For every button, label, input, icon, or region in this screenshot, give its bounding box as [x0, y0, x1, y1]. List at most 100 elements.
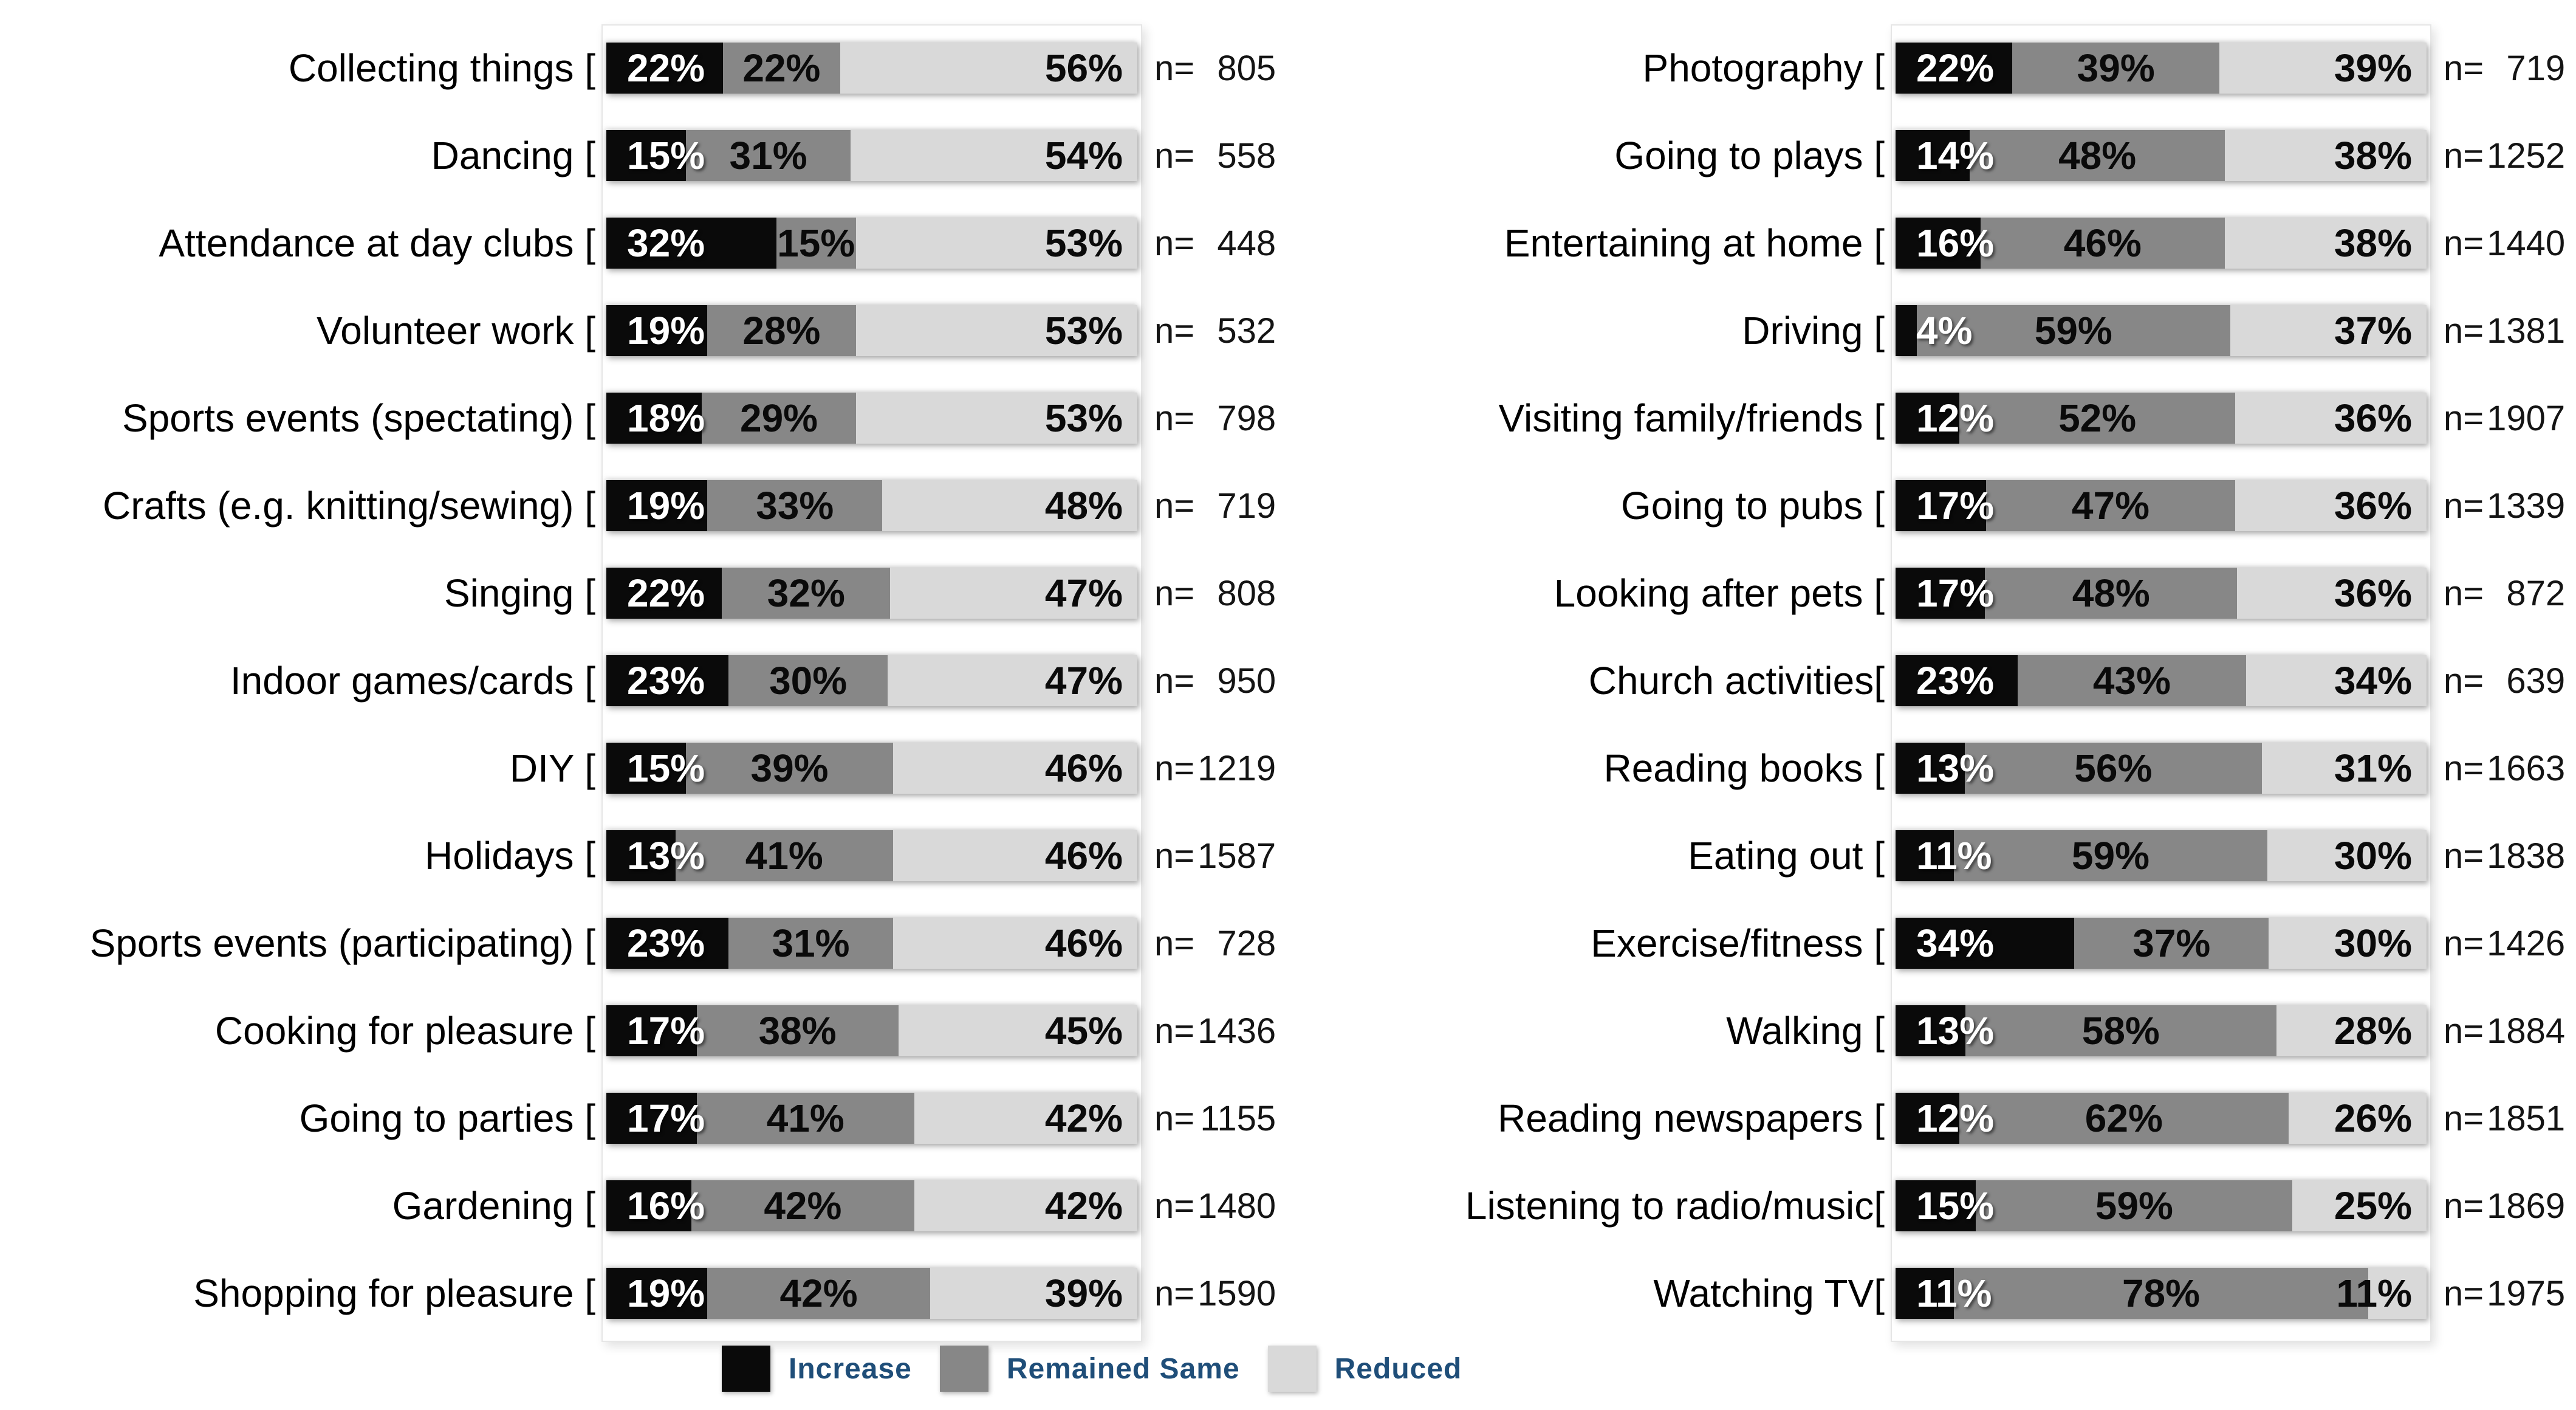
activity-label: Listening to radio/music[ — [1465, 1184, 1885, 1228]
remained-same-value-label: 39% — [2077, 46, 2155, 90]
increase-value-label: 15% — [1916, 1184, 1995, 1228]
remained-same-value-label: 41% — [766, 1096, 844, 1140]
stacked-bar: 19% 42% 39% — [606, 1268, 1137, 1319]
sample-size: n= 1252 — [2431, 112, 2565, 199]
activity-label: Cooking for pleasure [ — [214, 1009, 595, 1053]
reduced-value-label: 30% — [2334, 834, 2412, 878]
reduced-segment: 53% — [855, 218, 1137, 269]
increase-segment: 23% — [1896, 655, 2018, 706]
bar-track: 22% 22% 56% — [601, 24, 1142, 112]
increase-value-label: 17% — [1916, 571, 1995, 615]
remained-same-segment: 39% — [2012, 43, 2220, 94]
reduced-value-label: 36% — [2334, 484, 2412, 528]
increase-value-label: 13% — [627, 834, 705, 878]
sample-size-value: 808 — [1217, 573, 1276, 613]
activity-label: Sports events (participating) [ — [89, 921, 595, 965]
reduced-value-label: 53% — [1044, 396, 1123, 440]
sample-size-prefix: n= — [2444, 398, 2484, 438]
sample-size: n= 1440 — [2431, 199, 2565, 287]
reduced-value-label: 28% — [2334, 1009, 2412, 1053]
sample-size: n= 1155 — [1142, 1075, 1276, 1162]
sample-size-value: 950 — [1217, 661, 1276, 701]
sample-size-value: 1480 — [1197, 1186, 1276, 1226]
sample-size-prefix: n= — [1154, 223, 1195, 263]
stacked-bar: 22% 22% 56% — [606, 43, 1137, 94]
reduced-segment: 36% — [2235, 480, 2427, 531]
chart-row: Visiting family/friends [12% 52% 36% n= 1907 — [1288, 374, 2576, 462]
increase-segment: 16% — [1896, 218, 1994, 269]
increase-segment: 19% — [606, 1268, 708, 1319]
bar-track: 19% 28% 53% — [601, 287, 1142, 374]
increase-segment: 22% — [606, 43, 724, 94]
bar-track: 15% 39% 46% — [601, 724, 1142, 812]
remained-same-segment: 42% — [707, 1268, 931, 1319]
reduced-value-label: 53% — [1044, 309, 1123, 352]
bar-track: 34% 37% 30% — [1891, 899, 2431, 987]
increase-segment: 11% — [1896, 1268, 1992, 1319]
remained-same-value-label: 31% — [772, 921, 850, 965]
activity-label: Driving [ — [1742, 309, 1885, 352]
stacked-bar: 23% 31% 46% — [606, 918, 1137, 969]
bar-track: 19% 42% 39% — [601, 1250, 1142, 1337]
chart-row: Going to plays [14% 48% 38% n= 1252 — [1288, 112, 2576, 199]
remained-same-value-label: 38% — [758, 1009, 837, 1053]
remained-same-segment: 48% — [1970, 130, 2225, 181]
chart-row: Holidays [13% 41% 46% n= 1587 — [0, 812, 1288, 899]
increase-value-label: 11% — [1916, 834, 1992, 878]
stacked-bar: 16% 42% 42% — [606, 1180, 1137, 1231]
reduced-segment: 37% — [2230, 305, 2427, 356]
remained-same-segment: 41% — [675, 830, 893, 881]
sample-size-value: 1869 — [2487, 1186, 2566, 1226]
increase-swatch — [722, 1346, 770, 1392]
increase-value-label: 34% — [1916, 921, 1995, 965]
reduced-value-label: 47% — [1044, 659, 1123, 703]
reduced-segment: 54% — [851, 130, 1137, 181]
stacked-bar: 17% 38% 45% — [606, 1005, 1137, 1056]
increase-segment: 17% — [1896, 480, 1994, 531]
stacked-bar: 12% 52% 36% — [1896, 393, 2427, 444]
activity-label: Eating out [ — [1688, 834, 1885, 878]
chart-row: Sports events (spectating) [18% 29% 53% n= 7… — [0, 374, 1288, 462]
remained-same-segment: 62% — [1959, 1093, 2289, 1144]
chart-row: Photography [22% 39% 39% n= 719 — [1288, 24, 2576, 112]
increase-segment: 19% — [606, 480, 708, 531]
reduced-swatch — [1267, 1346, 1317, 1392]
remained-same-segment: 42% — [691, 1180, 914, 1231]
reduced-value-label: 36% — [2334, 571, 2412, 615]
increase-value-label: 12% — [1916, 396, 1995, 440]
sample-size-value: 448 — [1217, 223, 1276, 263]
chart-row: Indoor games/cards [23% 30% 47% n= 950 — [0, 637, 1288, 724]
sample-size-value: 1975 — [2487, 1273, 2566, 1313]
bar-track: 19% 33% 48% — [601, 462, 1142, 549]
sample-size: n= 558 — [1142, 112, 1276, 199]
reduced-segment: 26% — [2288, 1093, 2427, 1144]
stacked-bar: 17% 48% 36% — [1896, 568, 2427, 619]
remained-same-value-label: 31% — [729, 134, 807, 177]
remained-same-segment: 33% — [707, 480, 883, 531]
remained-same-value-label: 33% — [756, 484, 834, 528]
increase-value-label: 13% — [1916, 1009, 1995, 1053]
remained-same-segment: 59% — [1954, 830, 2267, 881]
activity-label: Volunteer work [ — [317, 309, 595, 352]
sample-size: n= 1884 — [2431, 987, 2565, 1075]
remained-same-segment: 58% — [1965, 1005, 2276, 1056]
chart-row: Eating out [11% 59% 30% n= 1838 — [1288, 812, 2576, 899]
stacked-bar: 17% 41% 42% — [606, 1093, 1137, 1144]
reduced-value-label: 25% — [2334, 1184, 2412, 1228]
chart-row: Reading books [13% 56% 31% n= 1663 — [1288, 724, 2576, 812]
increase-segment: 13% — [1896, 1005, 1994, 1056]
increase-segment: 4% — [1896, 305, 1973, 356]
sample-size-prefix: n= — [2444, 836, 2484, 876]
remained-same-swatch — [939, 1346, 988, 1392]
activity-label: Indoor games/cards [ — [230, 659, 595, 703]
chart-row: Sports events (participating) [23% 31% 46%… — [0, 899, 1288, 987]
reduced-segment: 42% — [914, 1180, 1137, 1231]
increase-value-label: 17% — [1916, 484, 1995, 528]
chart-row: DIY [15% 39% 46% n= 1219 — [0, 724, 1288, 812]
sample-size-value: 872 — [2506, 573, 2566, 613]
reduced-segment: 30% — [2267, 830, 2427, 881]
activity-label: Looking after pets [ — [1553, 571, 1885, 615]
increase-segment: 15% — [606, 130, 705, 181]
increase-value-label: 19% — [627, 484, 705, 528]
stacked-bar: 17% 47% 36% — [1896, 480, 2427, 531]
